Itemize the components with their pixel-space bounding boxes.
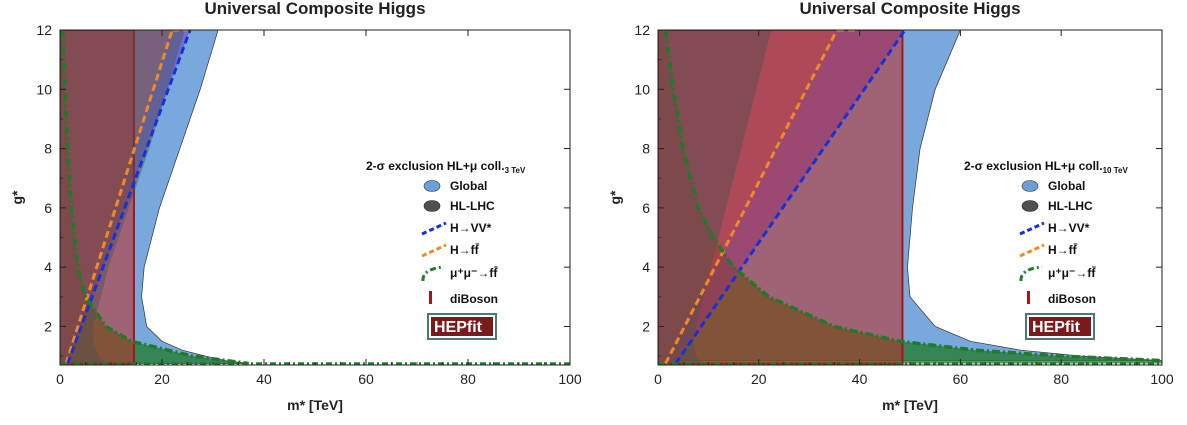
y-axis-label: g* [607, 190, 623, 205]
legend-swatch-hvv [421, 221, 447, 236]
chart-title: Universal Composite Higgs [204, 0, 425, 18]
x-tick-label: 40 [256, 371, 272, 387]
legend-label: μ⁺μ⁻→ff̄ [1048, 266, 1096, 280]
hff-line [664, 30, 839, 365]
y-tick-label: 8 [642, 141, 650, 157]
legend-swatch-hff [421, 243, 447, 258]
legend-title-subscript: 10 TeV [1103, 166, 1129, 175]
y-tick-label: 2 [642, 318, 650, 334]
legend-swatch-diboson [429, 291, 432, 304]
x-axis-label: m* [TeV] [882, 397, 938, 413]
y-tick-label: 10 [634, 81, 650, 97]
hllhc-region [658, 30, 772, 364]
legend-label: H→VV* [1048, 221, 1090, 235]
legend: 2-σ exclusion HL+μ coll.10 TeV Global HL-L… [964, 159, 1128, 306]
x-tick-label: 40 [852, 371, 868, 387]
legend-swatch-global [423, 180, 441, 192]
diboson-region [658, 30, 904, 365]
legend-label: H→ff̄ [450, 243, 480, 257]
hepfit-logo: HEPfit [427, 313, 497, 340]
legend-label: H→VV* [450, 221, 492, 235]
legend-swatch-hvv [1019, 221, 1045, 236]
hepfit-logo-bg [1029, 317, 1091, 336]
x-tick-label: 60 [358, 371, 374, 387]
hvv-line [66, 30, 192, 365]
y-tick-label: 2 [44, 318, 52, 334]
y-tick-label: 4 [44, 259, 52, 275]
legend-label: HL-LHC [450, 199, 495, 213]
plot-area [60, 30, 570, 365]
x-tick-label: 100 [1150, 371, 1174, 387]
legend-title-main: 2-σ exclusion HL+μ coll. [964, 159, 1103, 173]
hepfit-logo-text: HEPfit [434, 319, 483, 336]
legend-title: 2-σ exclusion HL+μ coll.10 TeV [964, 159, 1128, 175]
chart-title: Universal Composite Higgs [799, 0, 1020, 18]
y-tick-label: 10 [36, 81, 52, 97]
legend-label: diBoson [450, 292, 498, 306]
legend-swatch-hff [1019, 243, 1045, 258]
x-tick-label: 0 [654, 371, 662, 387]
legend-swatch-diboson [1027, 291, 1030, 304]
y-axis-label: g* [9, 190, 25, 205]
hepfit-logo-bg [431, 317, 493, 336]
y-tick-label: 12 [634, 22, 650, 38]
hepfit-logo-text: HEPfit [1032, 319, 1081, 336]
legend-swatch-mumu [1019, 265, 1043, 282]
legend-swatch-mumu [421, 265, 445, 282]
x-axis-label: m* [TeV] [287, 397, 343, 413]
x-tick-label: 100 [558, 371, 582, 387]
y-tick-label: 6 [44, 200, 52, 216]
legend-title: 2-σ exclusion HL+μ coll.3 TeV [366, 159, 526, 175]
x-tick-label: 0 [56, 371, 64, 387]
hff-line [64, 30, 174, 364]
legend-swatch-global [1021, 180, 1039, 192]
legend-swatch-hllhc [1021, 200, 1039, 212]
legend-label: μ⁺μ⁻→ff̄ [450, 266, 498, 280]
y-tick-label: 12 [36, 22, 52, 38]
plot-area [658, 30, 1162, 365]
legend-label: H→ff̄ [1048, 243, 1078, 257]
x-tick-label: 80 [460, 371, 476, 387]
mumu-line [663, 30, 1162, 363]
legend-title-main: 2-σ exclusion HL+μ coll. [366, 159, 505, 173]
legend: 2-σ exclusion HL+μ coll.3 TeV Global HL-LH… [366, 159, 526, 306]
legend-label: HL-LHC [1048, 199, 1093, 213]
hllhc-region [60, 30, 185, 364]
diboson-region [60, 30, 135, 365]
legend-swatch-hllhc [423, 200, 441, 212]
y-tick-label: 4 [642, 259, 650, 275]
chart-panel-1: 0 20 40 60 80 100 2 4 6 8 10 12 Universal Composite … [9, 0, 582, 413]
legend-label: Global [1048, 179, 1085, 193]
legend-title-subscript: 3 TeV [505, 166, 526, 175]
x-tick-label: 20 [751, 371, 767, 387]
chart-panel-2: 0 20 40 60 80 100 2 4 6 8 10 12 Universal Composite … [607, 0, 1174, 413]
x-tick-label: 60 [953, 371, 969, 387]
legend-label: Global [450, 179, 487, 193]
y-tick-label: 6 [642, 200, 650, 216]
x-tick-label: 80 [1053, 371, 1069, 387]
y-tick-label: 8 [44, 141, 52, 157]
x-tick-label: 20 [154, 371, 170, 387]
legend-label: diBoson [1048, 292, 1096, 306]
hepfit-logo: HEPfit [1025, 313, 1095, 340]
hvv-line [674, 30, 907, 365]
